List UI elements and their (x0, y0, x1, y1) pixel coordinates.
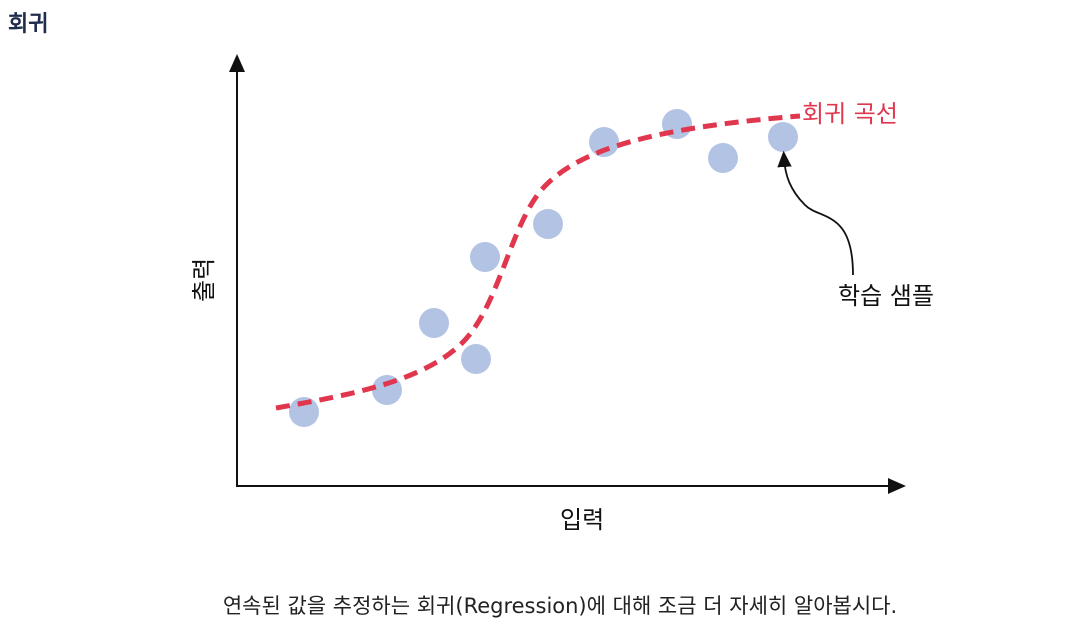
sample-point (372, 375, 402, 405)
sample-point (768, 122, 798, 152)
sample-point (470, 242, 500, 272)
x-axis-label: 입력 (560, 506, 604, 534)
sample-point (708, 143, 738, 173)
caption: 연속된 값을 추정하는 회귀(Regression)에 대해 조금 더 자세히 … (222, 594, 898, 618)
sample-point (589, 127, 619, 157)
sample-label: 학습 샘플 (838, 282, 934, 310)
sample-point (461, 344, 491, 374)
training-samples (289, 109, 798, 427)
y-axis-label: 출력 (190, 258, 218, 302)
sample-point (533, 209, 563, 239)
sample-point (289, 397, 319, 427)
page-title: 회귀 (8, 12, 49, 37)
curve-label: 회귀 곡선 (802, 100, 898, 128)
sample-pointer-arrow (777, 150, 854, 276)
sample-point (419, 308, 449, 338)
regression-curve (275, 113, 801, 411)
